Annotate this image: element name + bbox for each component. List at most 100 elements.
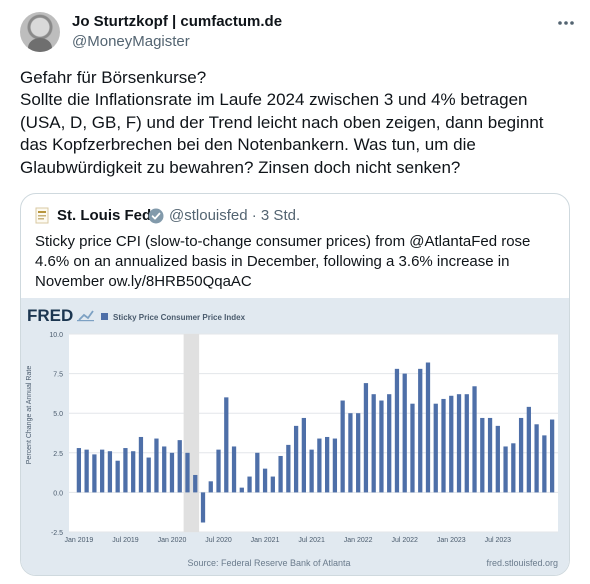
- chart-bar: [394, 368, 400, 493]
- chart-bar: [495, 425, 500, 493]
- y-axis-label: Percent Change at Annual Rate: [26, 366, 33, 465]
- chart-bar: [247, 476, 252, 493]
- fred-chart[interactable]: FRED Sticky Price Consumer Price Index 1…: [21, 298, 569, 575]
- chart-bar: [200, 492, 206, 523]
- tweet-text-line2: Sollte die Inflationsrate im Laufe 2024 …: [20, 90, 544, 177]
- chart-bar: [371, 394, 376, 493]
- chart-bar: [154, 438, 159, 493]
- chart-bar: [107, 451, 113, 493]
- quoted-author-handle[interactable]: @stlouisfed · 3 Std.: [169, 207, 301, 224]
- recession-shading: [183, 334, 200, 532]
- quoted-tweet-header: St. Louis Fed @stlouisfed · 3 Std.: [35, 207, 555, 227]
- y-tick-label: 10.0: [49, 332, 63, 339]
- chart-bar: [402, 373, 407, 493]
- chart-bar: [216, 449, 221, 493]
- chart-bar: [325, 436, 330, 493]
- avatar[interactable]: [20, 12, 60, 52]
- chart-bar: [356, 413, 361, 493]
- fred-brand: FRED: [27, 306, 73, 325]
- chart-bar: [123, 448, 128, 493]
- chart-bar: [433, 403, 438, 493]
- quoted-tweet-text: Sticky price CPI (slow-to-change consume…: [35, 233, 531, 290]
- x-tick-label: Jan 2019: [64, 537, 93, 544]
- chart-bar: [534, 424, 539, 493]
- chart-bar: [379, 400, 384, 493]
- tweet-header: Jo Sturtzkopf | cumfactum.de @MoneyMagis…: [20, 12, 580, 54]
- legend-label: Sticky Price Consumer Price Index: [113, 313, 246, 322]
- x-tick-label: Jan 2021: [251, 537, 280, 544]
- tweet-text: Gefahr für Börsenkurse? Sollte die Infla…: [20, 67, 575, 179]
- y-tick-label: 0.0: [53, 490, 63, 497]
- chart-bar: [84, 449, 89, 493]
- chart-bar: [208, 481, 213, 493]
- y-tick-label: 5.0: [53, 411, 63, 418]
- chart-bar: [146, 457, 151, 493]
- chart-bar: [480, 417, 485, 493]
- chart-bar: [92, 454, 97, 493]
- quoted-author-name[interactable]: St. Louis Fed: [57, 207, 152, 224]
- chart-bar: [293, 425, 299, 493]
- chart-bar: [456, 394, 462, 493]
- chart-bar: [239, 487, 244, 493]
- stlouisfed-logo-icon: [35, 207, 49, 224]
- chart-bar: [138, 436, 144, 493]
- chart-bar: [387, 394, 392, 493]
- chart-bar: [255, 452, 260, 493]
- chart-bar: [177, 440, 182, 493]
- chart-bar: [549, 419, 555, 493]
- chart-bar: [76, 448, 82, 493]
- chart-bar: [518, 417, 524, 493]
- chart-bar: [464, 394, 469, 493]
- author-name[interactable]: Jo Sturtzkopf | cumfactum.de: [72, 13, 283, 30]
- chart-bar: [542, 435, 547, 493]
- chart-bar: [162, 446, 167, 493]
- y-tick-label: 2.5: [53, 451, 63, 458]
- more-options-icon[interactable]: [556, 14, 576, 32]
- y-tick-label: -2.5: [51, 530, 63, 537]
- chart-bar: [511, 443, 516, 493]
- chart-bar: [526, 406, 531, 493]
- chart-bar: [503, 446, 508, 493]
- chart-bar: [472, 386, 477, 493]
- chart-bar: [317, 438, 322, 493]
- legend-swatch: [101, 313, 108, 320]
- chart-bar: [262, 468, 268, 493]
- chart-bar: [224, 397, 229, 493]
- chart-svg: FRED Sticky Price Consumer Price Index 1…: [26, 306, 558, 568]
- author-handle[interactable]: @MoneyMagister: [72, 33, 190, 50]
- chart-bar: [425, 362, 431, 493]
- tweet-text-line1: Gefahr für Börsenkurse?: [20, 68, 207, 87]
- x-tick-label: Jul 2023: [485, 537, 512, 544]
- chart-bar: [348, 413, 353, 493]
- chart-bar: [193, 474, 198, 493]
- chart-bar: [115, 460, 120, 493]
- chart-bar: [332, 438, 338, 493]
- plot-area: [69, 334, 558, 532]
- x-tick-label: Jul 2019: [112, 537, 139, 544]
- y-tick-label: 7.5: [53, 372, 63, 379]
- x-tick-label: Jul 2022: [391, 537, 418, 544]
- chart-bar: [410, 403, 415, 493]
- x-tick-label: Jul 2020: [205, 537, 232, 544]
- chart-bar: [286, 444, 291, 493]
- chart-bar: [131, 451, 136, 493]
- chart-source: Source: Federal Reserve Bank of Atlanta: [187, 558, 350, 568]
- x-tick-label: Jan 2022: [344, 537, 373, 544]
- x-tick-label: Jan 2023: [437, 537, 466, 544]
- chart-bar: [100, 449, 105, 493]
- quoted-tweet[interactable]: St. Louis Fed @stlouisfed · 3 Std. Stick…: [20, 193, 570, 576]
- chart-bar: [340, 400, 345, 493]
- fred-url[interactable]: fred.stlouisfed.org: [486, 558, 558, 568]
- chart-bar: [418, 368, 423, 493]
- chart-bar: [278, 455, 283, 493]
- chart-bar: [487, 417, 493, 493]
- chart-bar: [363, 383, 369, 493]
- chart-bar: [449, 395, 454, 493]
- x-tick-label: Jul 2021: [298, 537, 325, 544]
- verified-badge-icon: [148, 208, 164, 224]
- chart-bar: [231, 446, 237, 493]
- chart-bar: [309, 449, 314, 493]
- chart-bar: [270, 476, 275, 493]
- chart-bar: [185, 452, 190, 493]
- chart-bar: [441, 398, 446, 493]
